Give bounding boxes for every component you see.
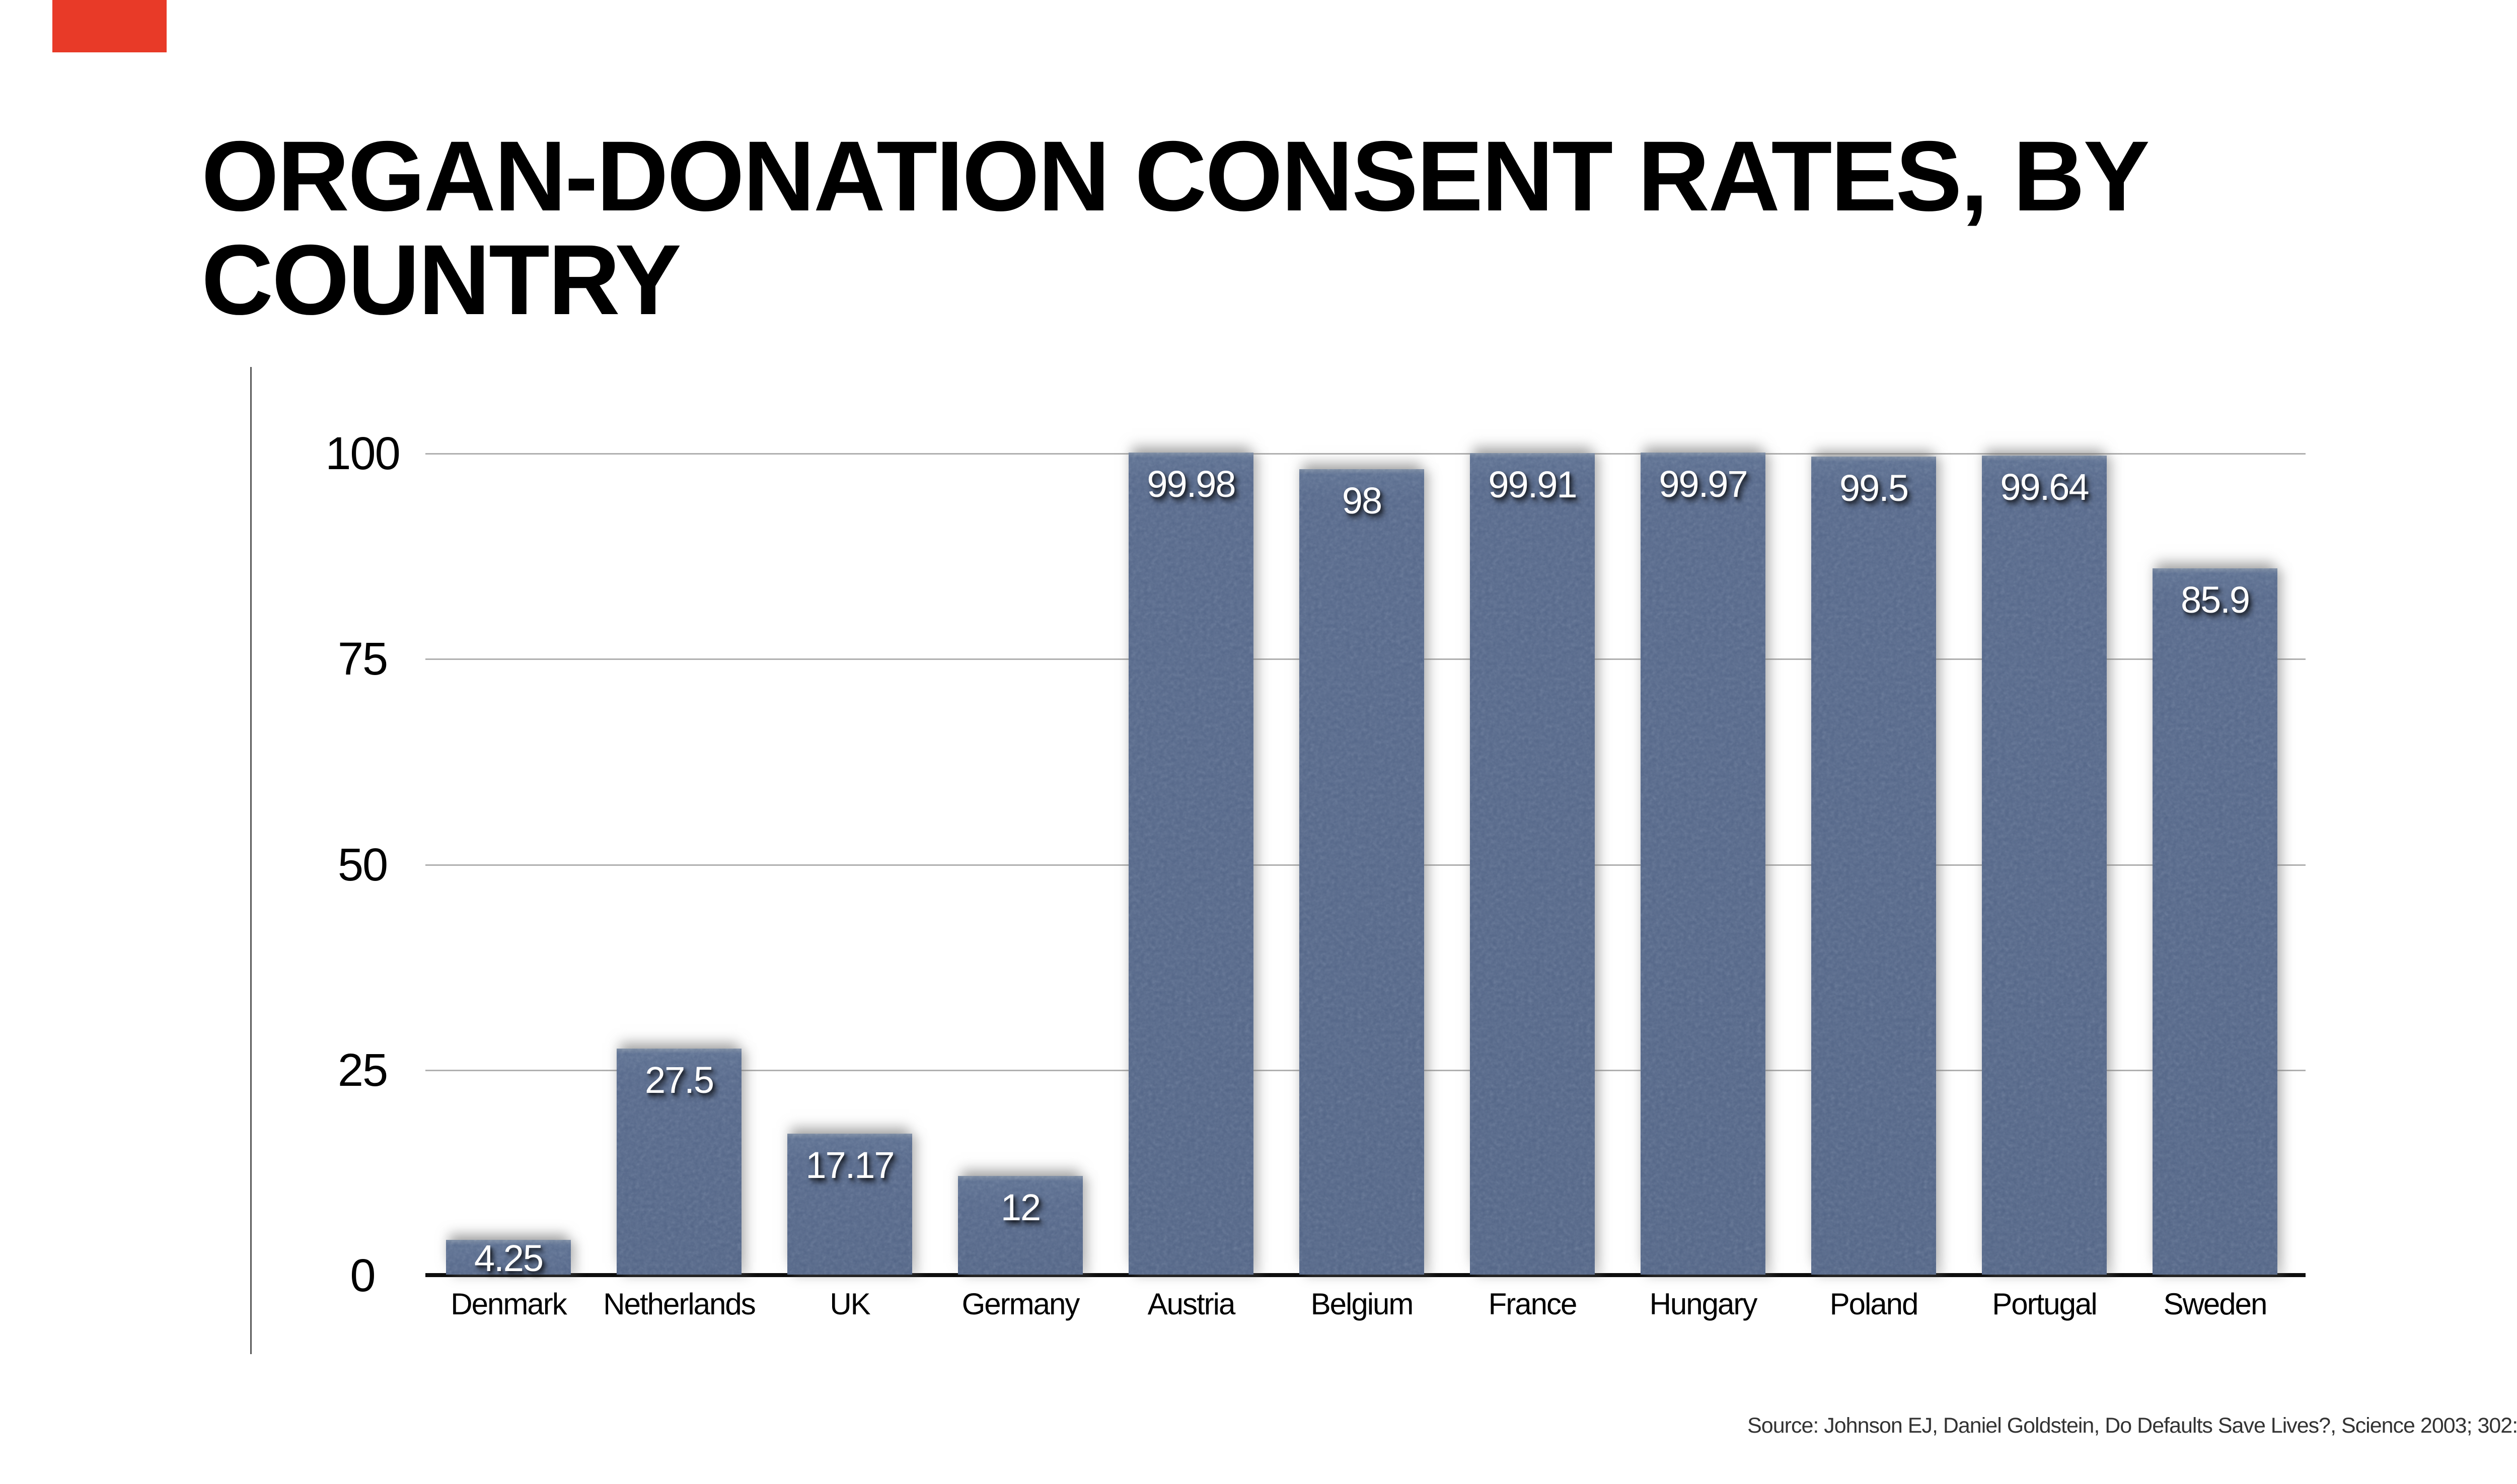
bar-belgium: 98 [1299,469,1424,1275]
bar-netherlands: 27.5 [617,1048,742,1275]
bar-value-label: 98 [1342,479,1382,522]
x-axis-line [425,1273,2306,1277]
x-axis-label-austria: Austria [1147,1287,1236,1321]
page-title: ORGAN-DONATION CONSENT RATES, BY COUNTRY [201,120,2148,335]
x-axis-label-uk: UK [830,1287,870,1321]
bar-value-label: 27.5 [644,1059,714,1101]
bar-france: 99.91 [1470,453,1595,1275]
gridline-100 [425,453,2306,455]
bar-uk: 17.17 [787,1133,912,1275]
bar-value-label: 99.91 [1488,464,1577,506]
bar-sweden: 85.9 [2153,568,2277,1275]
y-axis-label-100: 100 [325,428,401,479]
x-axis-label-sweden: Sweden [2163,1287,2268,1321]
x-axis-label-netherlands: Netherlands [603,1287,756,1321]
bar-texture [787,1133,912,1275]
y-axis-label-50: 50 [337,839,388,891]
slide-left-rule [250,367,252,1354]
bar-texture [1129,453,1253,1275]
bar-texture [446,1239,571,1275]
bar-hungary: 99.97 [1641,453,1765,1275]
bar-value-label: 4.25 [474,1237,544,1279]
x-axis-label-denmark: Denmark [451,1287,567,1321]
bar-poland: 99.5 [1811,457,1936,1275]
y-axis-label-25: 25 [337,1044,388,1096]
x-axis-label-hungary: Hungary [1649,1287,1758,1321]
bar-texture [1641,453,1765,1275]
bar-value-label: 99.64 [2000,466,2089,508]
bar-value-label: 99.5 [1839,467,1909,509]
x-axis-label-germany: Germany [961,1287,1080,1321]
y-axis-label-0: 0 [350,1250,376,1301]
bar-texture [1982,455,2107,1275]
bar-value-label: 99.98 [1147,463,1236,505]
bar-texture [958,1176,1083,1275]
x-axis-label-portugal: Portugal [1992,1287,2097,1321]
source-citation: Source: Johnson EJ, Daniel Goldstein, Do… [1747,1414,2517,1438]
bar-texture [617,1048,742,1275]
bar-value-label: 85.9 [2180,579,2250,621]
y-axis-label-75: 75 [337,633,388,685]
bar-denmark: 4.25 [446,1237,571,1279]
x-axis-label-france: France [1488,1287,1578,1321]
bar-value-label: 99.97 [1659,463,1748,505]
bar-portugal: 99.64 [1982,455,2107,1275]
x-axis-label-belgium: Belgium [1310,1287,1414,1321]
bar-texture [1811,457,1936,1275]
bar-texture [1470,453,1595,1275]
bar-value-label: 17.17 [805,1144,895,1186]
slide-accent-square [52,0,167,52]
bar-germany: 12 [958,1176,1083,1275]
bar-texture [2153,568,2277,1275]
bar-austria: 99.98 [1129,453,1253,1275]
x-axis-label-poland: Poland [1829,1287,1919,1321]
bar-texture [1299,469,1424,1275]
bar-value-label: 12 [1000,1186,1041,1229]
